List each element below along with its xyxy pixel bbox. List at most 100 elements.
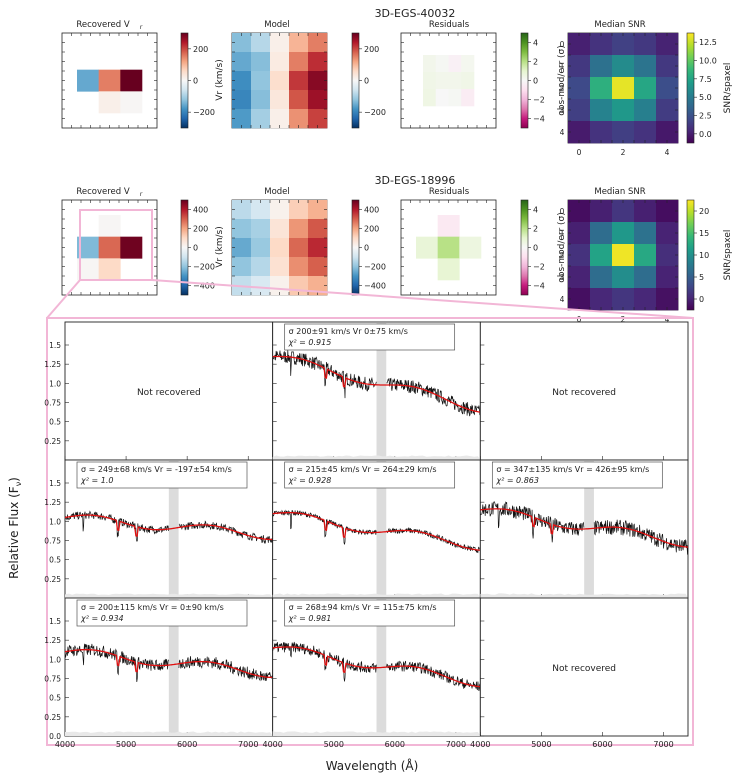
snr-map-1-cell [568, 266, 591, 289]
snr-map-1 [567, 199, 679, 311]
snr-map-0-cell [590, 121, 613, 144]
snr-map-0-cell [656, 55, 679, 78]
recovered-title-sub-1: r [140, 191, 143, 198]
snr-ytick-1: 2 [560, 251, 565, 260]
info-box-6 [76, 599, 248, 627]
snr-xtick-0: 2 [621, 148, 626, 157]
snr-map-1-cell [634, 222, 657, 245]
recovered-map-0-cell [98, 69, 121, 92]
model-map-1-cell [251, 238, 271, 258]
model-map-1-cell [289, 200, 309, 220]
model-cbar-1-tick-label: 0 [364, 244, 369, 253]
masked-band-1 [376, 323, 387, 459]
residuals-cbar-0-tick-label: 0 [533, 77, 538, 86]
residuals-cbar-0-tick-label: −4 [533, 115, 545, 124]
snr-map-0-cell [656, 121, 679, 144]
model-map-1-cell [270, 257, 290, 277]
error-floor-3 [65, 593, 273, 598]
model-map-0-cell [308, 90, 328, 110]
model-cbar-1-tick-label: 200 [364, 225, 379, 234]
xtick-label: 4000 [55, 740, 75, 749]
snr-map-0-cell [656, 77, 679, 100]
recovered-map-1-cell [98, 236, 121, 259]
model-map-0-cell [270, 90, 290, 110]
ytick-label: 1.5 [49, 479, 61, 488]
snr-map-0-cell [612, 99, 635, 122]
model-spectrum-1 [272, 355, 481, 413]
ytick-label: 1.25 [44, 636, 61, 645]
recovered-cbar-0-bar [180, 32, 189, 129]
snr-cbar-1-tick-label: 10 [699, 251, 709, 260]
residuals-cbar-0-bar [520, 32, 529, 129]
snr-title-0: Median SNR [594, 20, 645, 30]
snr-ytick-1: 4 [560, 295, 565, 304]
ytick-label: 1.25 [44, 498, 61, 507]
snr-map-1-cell [612, 222, 635, 245]
xtick-label: 5000 [531, 740, 551, 749]
residuals-map-1 [400, 199, 497, 296]
model-map-1-cell [308, 219, 328, 239]
model-cbar-0-tick-label: 200 [364, 45, 379, 54]
residuals-map-0-cell [435, 89, 449, 107]
residuals-map-1-cell [459, 236, 482, 259]
snr-map-1-cell [612, 244, 635, 267]
ytick-label: 0.25 [44, 575, 61, 584]
model-map-0-cell [251, 71, 271, 91]
spectrum-axes-8 [479, 597, 689, 737]
residuals-map-1-cell [437, 236, 460, 259]
model-spectrum-3 [64, 514, 273, 541]
residuals-map-0-cell [448, 89, 462, 107]
residuals-cbar-1-tick-label: 4 [533, 206, 538, 215]
spectrum-axes-0 [64, 321, 274, 461]
recovered-map-1 [61, 199, 158, 296]
snr-map-1-cell [590, 266, 613, 289]
recovered-cbar-0: 200 0 −200 [180, 32, 215, 129]
model-map-1-cell [251, 257, 271, 277]
info-line1-5: σ = 347±135 km/s Vr = 426±95 km/s [496, 465, 649, 474]
model-cbar-1-bar [351, 199, 360, 296]
snr-map-1-cell [590, 244, 613, 267]
model-map-1-cell [289, 257, 309, 277]
ytick-label: 0.25 [44, 713, 61, 722]
xtick-label: 7000 [653, 740, 673, 749]
info-box-7 [284, 599, 456, 627]
not-recovered-label-8: Not recovered [552, 664, 616, 674]
snr-cbar-0-tick-label: 10.0 [699, 57, 717, 66]
snr-map-0-cell [590, 55, 613, 78]
snr-map-0-cell [568, 55, 591, 78]
spectrum-panel-7: σ = 268±94 km/s Vr = 115±75 km/s χ² = 0.9… [272, 597, 481, 737]
model-map-0-cell [289, 33, 309, 53]
model-map-1-cell [251, 276, 271, 296]
info-line2-4: χ² = 0.928 [288, 476, 332, 485]
model-map-1-cell [232, 219, 252, 239]
callout-line-left [46, 279, 81, 319]
snr-map-0-cell [656, 33, 679, 56]
ytick-label: 1.0 [49, 517, 61, 526]
snr-map-0-cell [612, 33, 635, 56]
recovered-map-0-cell [77, 69, 99, 92]
snr-cbar-1-tick-label: 20 [699, 207, 709, 216]
model-cbar-1-tick-label: −200 [364, 263, 386, 272]
snr-map-0-cell [612, 77, 635, 100]
ytick-label: 0.25 [44, 437, 61, 446]
model-map-0-cell [232, 33, 252, 53]
snr-map-0-cell [590, 77, 613, 100]
snr-map-0-cell [634, 77, 657, 100]
xtick-label: 5000 [324, 740, 344, 749]
snr-cbar-0-tick-label: 0.0 [699, 130, 712, 139]
recovered-map-0-cell [120, 69, 143, 92]
model-map-1-cell [308, 238, 328, 258]
recovered-map-0-cell [98, 91, 121, 114]
snr-map-1-cell [634, 244, 657, 267]
ytick-label: 0.5 [49, 556, 61, 565]
ytick-label: 1.25 [44, 360, 61, 369]
model-ylabel-1: Vr (km/s) [215, 226, 225, 267]
model-title-0: Model [264, 20, 290, 30]
xtick-label: 7000 [238, 740, 258, 749]
residuals-map-0-cell [461, 89, 475, 107]
recovered-title-0: Recovered V [76, 20, 130, 30]
residuals-cbar-0-tick-label: −2 [533, 96, 545, 105]
snr-map-1-cell [656, 288, 679, 311]
residuals-title-0: Residuals [429, 20, 470, 30]
info-box-1 [284, 323, 456, 351]
